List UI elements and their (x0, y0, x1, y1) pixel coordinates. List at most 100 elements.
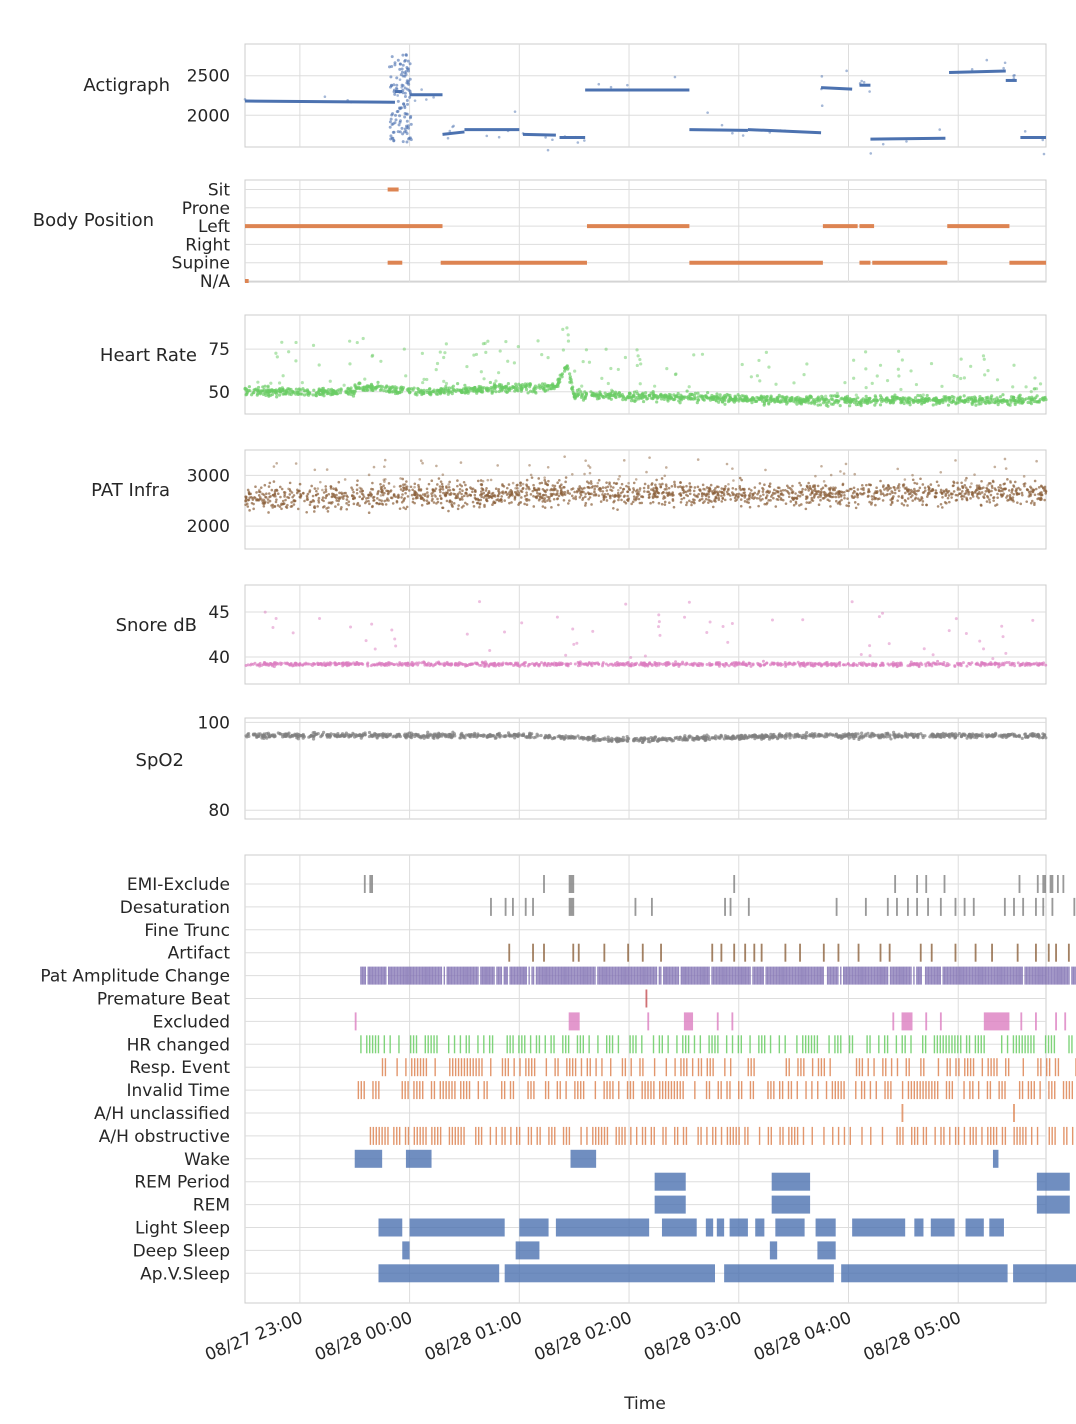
data-point (406, 661, 410, 665)
data-point (355, 385, 359, 389)
data-point (902, 401, 906, 406)
actigraph-point (390, 113, 394, 117)
data-point (562, 486, 565, 489)
data-point (302, 389, 306, 393)
data-point (556, 492, 559, 495)
data-point (680, 497, 683, 501)
data-point (442, 491, 445, 495)
data-point (297, 663, 301, 667)
data-point (909, 369, 913, 373)
data-point (336, 503, 340, 506)
data-point (294, 462, 298, 465)
data-point (360, 492, 364, 495)
data-point (809, 663, 813, 667)
data-point (952, 395, 956, 399)
data-point (994, 504, 997, 507)
data-point (400, 500, 404, 504)
data-point (394, 495, 398, 498)
data-point (432, 489, 436, 492)
data-point (519, 481, 522, 485)
actigraph-point (1023, 130, 1027, 133)
y-tick-label: 50 (208, 383, 230, 403)
data-point (453, 492, 457, 496)
data-point (405, 480, 408, 483)
data-point (915, 663, 919, 667)
data-point (878, 663, 882, 667)
data-point (739, 504, 743, 508)
data-point (611, 486, 615, 489)
data-point (265, 492, 268, 495)
data-point (983, 493, 987, 496)
data-point (732, 479, 735, 482)
data-point (1011, 385, 1015, 389)
data-point (554, 493, 557, 496)
data-point (255, 491, 258, 494)
data-point (852, 358, 856, 362)
data-point (974, 662, 978, 666)
data-point (891, 398, 895, 402)
data-point (313, 487, 317, 490)
data-point (702, 492, 706, 496)
data-point (731, 467, 734, 470)
data-point (327, 501, 331, 505)
data-point (573, 662, 577, 666)
data-point (1016, 399, 1021, 404)
actigraph-point (393, 121, 397, 125)
data-point (273, 505, 276, 508)
data-point (834, 394, 839, 399)
data-point (1038, 382, 1043, 386)
data-point (728, 494, 732, 497)
data-point (1007, 498, 1011, 502)
data-point (603, 493, 607, 496)
data-point (257, 663, 261, 667)
data-point (665, 485, 668, 488)
data-point (990, 489, 993, 493)
heart-rate-series (243, 326, 1048, 408)
data-point (571, 487, 575, 490)
data-point (709, 483, 713, 487)
data-point (317, 499, 320, 502)
data-point (749, 492, 752, 495)
data-point (842, 397, 846, 401)
snore-db-series (244, 600, 1048, 669)
data-point (574, 495, 578, 499)
data-point (974, 490, 977, 493)
actigraph-point (406, 67, 410, 71)
data-point (709, 663, 713, 667)
data-point (935, 491, 939, 495)
data-point (696, 458, 700, 461)
data-point (338, 391, 343, 395)
data-point (691, 397, 695, 401)
data-point (588, 466, 592, 469)
data-point (616, 491, 620, 495)
data-point (528, 383, 532, 387)
data-point (543, 500, 547, 504)
y-tick-label: 2500 (187, 67, 230, 87)
data-point (653, 384, 657, 388)
data-point (839, 495, 843, 498)
data-point (963, 398, 967, 402)
actigraph-point (391, 136, 395, 140)
data-point (520, 496, 523, 499)
data-point (388, 387, 392, 391)
data-point (371, 505, 374, 509)
data-point (594, 394, 599, 399)
data-point (465, 632, 469, 636)
data-point (790, 491, 794, 494)
data-point (698, 488, 702, 491)
data-point (508, 490, 512, 494)
data-point (546, 466, 550, 469)
y-tick-label: 80 (208, 801, 230, 821)
data-point (290, 501, 293, 504)
data-point (787, 495, 791, 499)
data-point (345, 390, 349, 394)
data-point (311, 498, 315, 502)
data-point (827, 400, 831, 404)
data-point (911, 490, 915, 493)
actigraph-point (820, 104, 824, 108)
data-point (533, 488, 537, 492)
data-point (583, 396, 587, 401)
data-point (1016, 661, 1020, 665)
data-point (420, 497, 424, 500)
data-point (1012, 500, 1015, 503)
